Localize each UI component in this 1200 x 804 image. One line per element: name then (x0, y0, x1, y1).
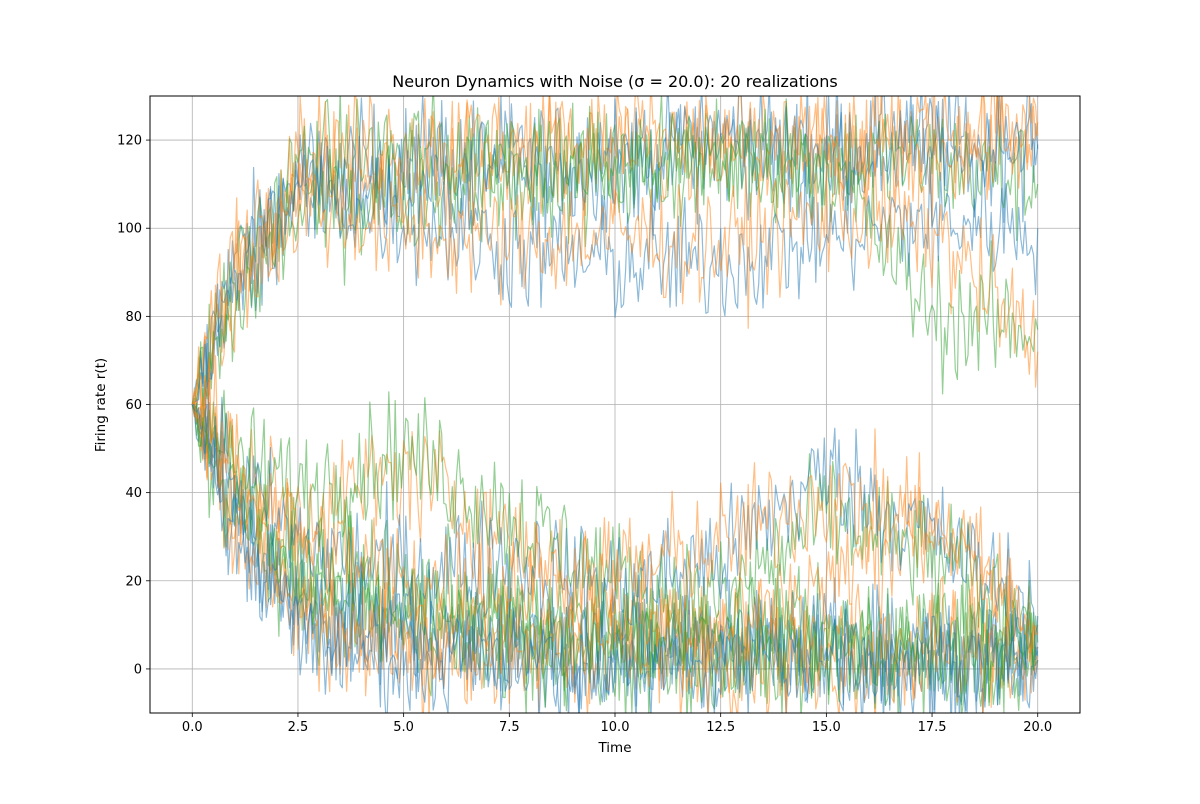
x-axis-label: Time (597, 740, 631, 756)
x-tick-label: 20.0 (1023, 720, 1052, 735)
y-tick-label: 0 (134, 662, 142, 677)
series-line (192, 403, 1039, 713)
axis-ticks: 0.0 2.5 5.0 7.5 10.0 12.5 15.0 17.5 20.0 0 20 40 60 8… (117, 134, 1052, 735)
series-line (191, 357, 1039, 690)
series-line (191, 355, 1038, 655)
y-tick-label: 120 (117, 134, 142, 149)
x-tick-label: 10.0 (601, 720, 630, 735)
series-group (191, 96, 1039, 713)
series-line (191, 96, 1039, 411)
y-tick-label: 40 (125, 486, 142, 501)
series-line (191, 96, 1039, 407)
x-tick-label: 5.0 (393, 720, 414, 735)
x-tick-label: 17.5 (918, 720, 947, 735)
x-tick-label: 12.5 (706, 720, 735, 735)
series-line (192, 149, 1039, 423)
x-tick-label: 7.5 (499, 720, 520, 735)
x-tick-label: 2.5 (288, 720, 309, 735)
x-tick-label: 0.0 (182, 720, 203, 735)
chart-title: Neuron Dynamics with Noise (σ = 20.0): 2… (392, 72, 837, 91)
y-tick-label: 60 (125, 398, 142, 413)
x-tick-label: 15.0 (812, 720, 841, 735)
y-tick-label: 80 (125, 310, 142, 325)
y-axis-label: Firing rate r(t) (93, 358, 109, 452)
y-tick-label: 20 (125, 574, 142, 589)
series-line (191, 96, 1039, 407)
y-tick-label: 100 (117, 222, 142, 237)
